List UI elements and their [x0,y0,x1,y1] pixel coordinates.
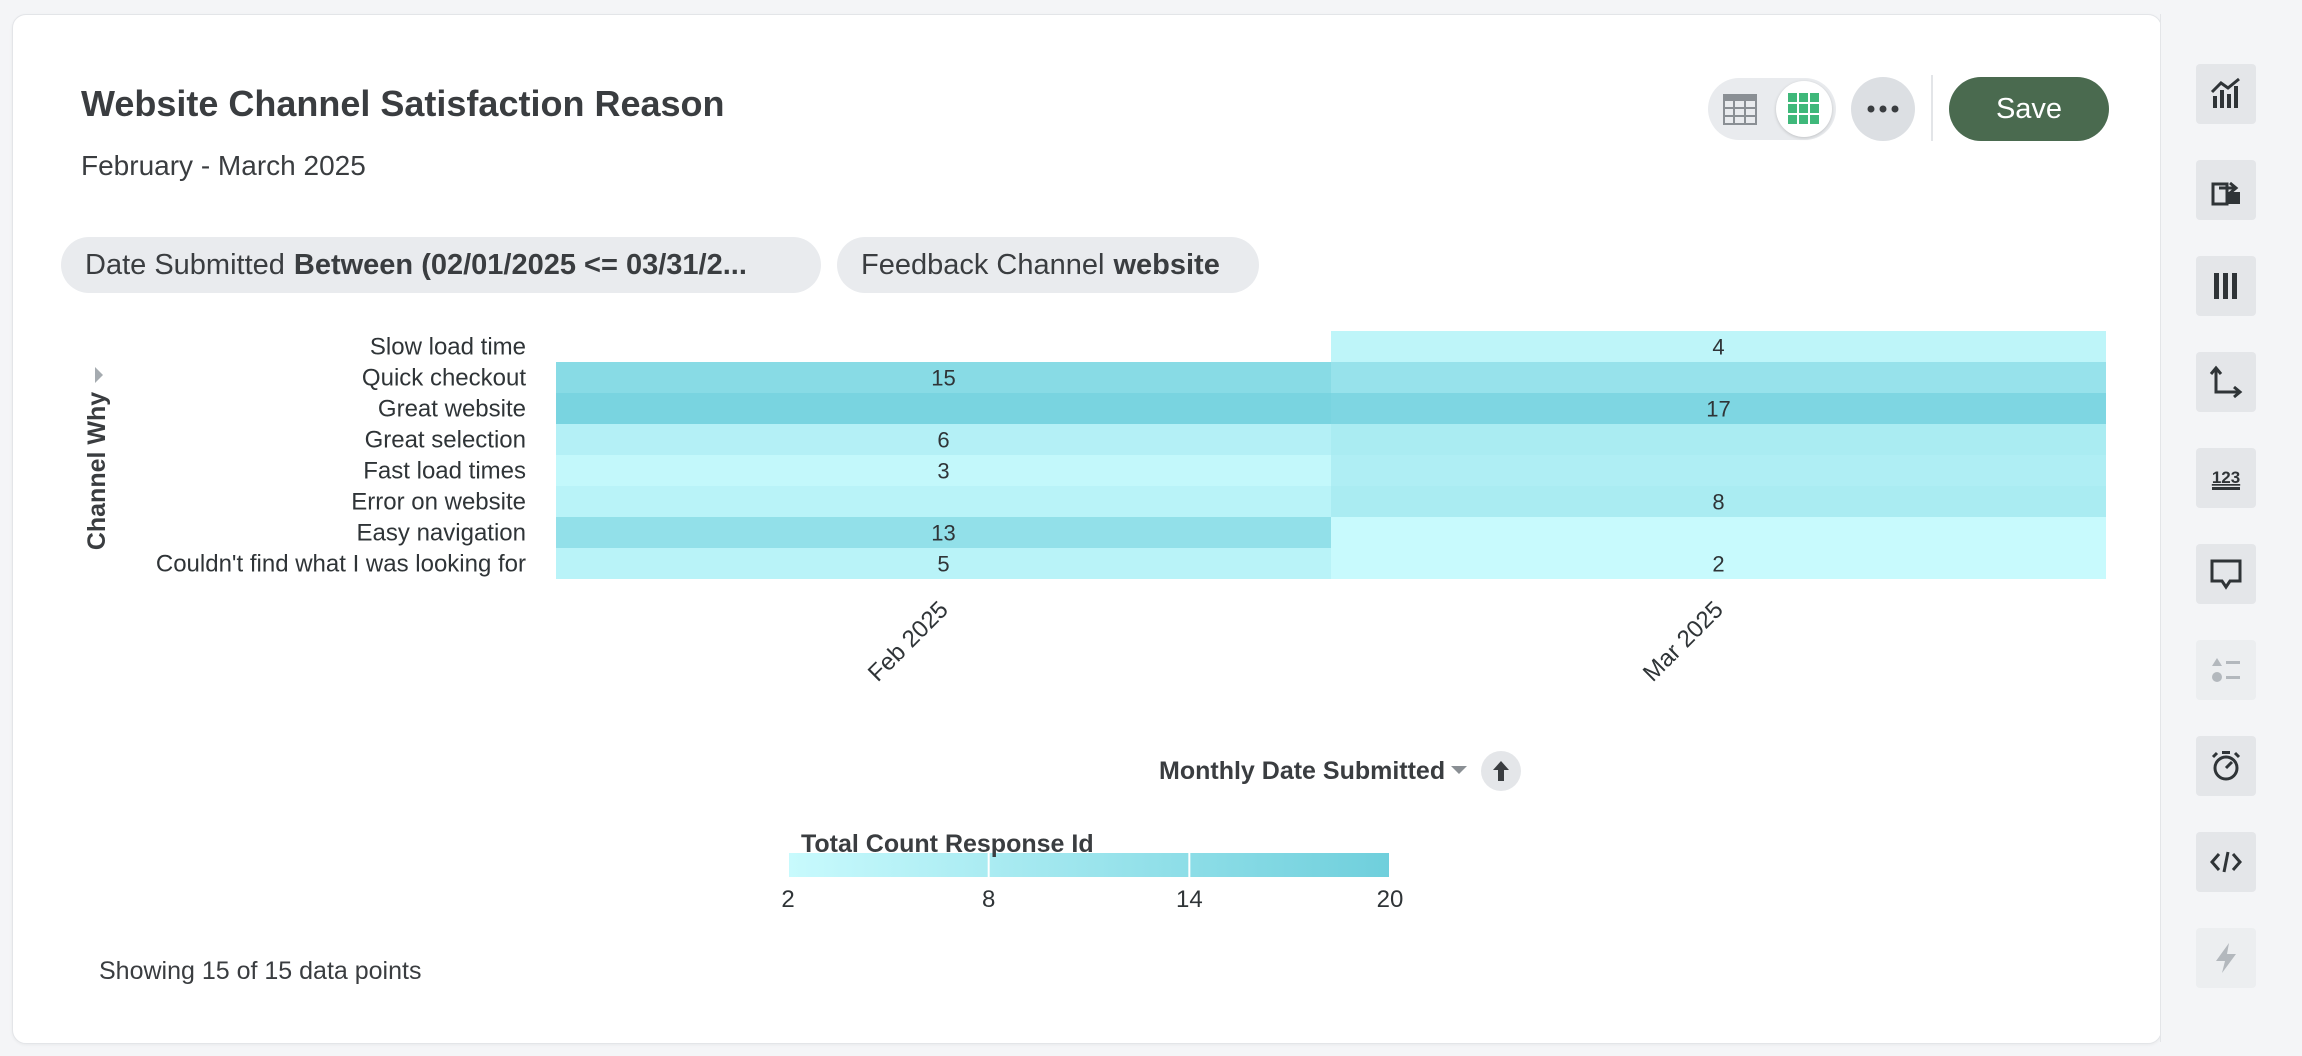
heatmap-cell[interactable] [1331,486,2106,517]
axes-button[interactable] [2196,352,2256,412]
y-tick-label: Slow load time [370,334,526,361]
cell-value-label: 13 [931,521,955,546]
table-icon [1723,94,1757,125]
settings-rail: 123 [2160,14,2289,1042]
sort-ascending-button[interactable] [1481,751,1521,791]
y-tick-label: Error on website [351,489,526,516]
heatmap-cell[interactable] [1331,517,2106,548]
x-tick-label: Mar 2025 [1638,596,1729,687]
legend-title: Total Count Response Id [801,830,1094,858]
export-icon [2211,181,2240,206]
filter-chip-date[interactable]: Date Submitted Between (02/01/2025 <= 03… [61,237,821,293]
heatmap-cell[interactable] [1331,548,2106,579]
heatmap-cell[interactable] [556,486,1331,517]
save-button[interactable]: Save [1949,77,2109,141]
toolbar-divider [1931,75,1933,141]
filter-field: Feedback Channel [861,248,1105,281]
color-scale-tick-label: 2 [781,886,794,913]
grid-icon [1788,93,1819,124]
more-options-button[interactable] [1851,77,1915,141]
y-tick-label: Quick checkout [362,365,526,392]
cell-value-label: 2 [1712,552,1724,577]
x-tick-label: Feb 2025 [863,596,954,687]
view-toggle [1708,78,1836,140]
heatmap-cell[interactable] [1331,393,2106,424]
filter-value: website [1113,248,1220,281]
y-tick-label: Couldn't find what I was looking for [156,551,526,578]
x-axis-label: Monthly Date Submitted [1159,757,1446,785]
heatmap-cell[interactable] [1331,331,2106,362]
data-points-status: Showing 15 of 15 data points [99,957,422,985]
quick-insights-button[interactable] [2196,928,2256,988]
tooltip-icon [2210,559,2242,590]
filter-chip-channel[interactable]: Feedback Channel website [837,237,1259,293]
y-axis-title[interactable]: Channel Why [83,367,111,550]
timer-icon [2211,751,2241,781]
legend-icon [2212,658,2240,682]
cell-value-label: 6 [937,428,949,453]
heatmap-chart: Channel Why 4 15 17 6 3 8 13 5 2 Slow load time Q… [83,331,2106,913]
cell-value-label: 4 [1712,335,1724,360]
heatmap-cell[interactable] [1331,362,2106,393]
columns-button[interactable] [2196,256,2256,316]
lightning-icon [2216,943,2236,973]
y-tick-label: Great selection [365,427,526,454]
y-axis-label: Channel Why [83,392,111,550]
y-tick-label: Easy navigation [357,520,526,547]
number-format-button[interactable]: 123 [2196,448,2256,508]
table-view-button[interactable] [1712,81,1768,137]
tooltip-button[interactable] [2196,544,2256,604]
y-tick-label: Great website [378,396,526,423]
color-scale-tick-label: 20 [1377,886,1404,913]
embed-code-button[interactable] [2196,832,2256,892]
color-scale-tick-label: 8 [982,886,995,913]
more-icon [1867,105,1899,113]
cell-value-label: 5 [937,552,949,577]
cell-value-label: 8 [1712,490,1724,515]
x-axis-dropdown-icon[interactable] [1449,763,1469,777]
heatmap-cell[interactable] [556,393,1331,424]
filter-value: Between (02/01/2025 <= 03/31/2... [293,248,747,281]
code-icon [2210,851,2242,873]
page-subtitle: February - March 2025 [81,150,366,181]
heatmap-cell[interactable] [556,362,1331,393]
chart-card: Website Channel Satisfaction Reason Febr… [12,14,2162,1044]
chart-settings-button[interactable] [2196,64,2256,124]
columns-icon [2214,273,2237,299]
heatmap-cell[interactable] [556,424,1331,455]
heatmap-cell[interactable] [556,455,1331,486]
color-scale-tick-label: 14 [1176,886,1203,913]
chart-settings-icon [2210,77,2240,108]
arrow-up-icon [1493,761,1509,781]
export-button[interactable] [2196,160,2256,220]
heatmap-cell[interactable] [556,548,1331,579]
axes-icon [2209,365,2243,399]
color-scale-bar [788,853,1390,877]
grid-view-button[interactable] [1776,81,1832,137]
cell-value-label: 3 [937,459,949,484]
filter-field: Date Submitted [85,248,285,281]
cell-value-label: 17 [1706,397,1730,422]
number-format-icon: 123 [2212,468,2240,490]
heatmap-cell[interactable] [1331,455,2106,486]
timer-button[interactable] [2196,736,2256,796]
expand-caret-icon [95,367,103,383]
page-title: Website Channel Satisfaction Reason [81,83,725,124]
heatmap-cell[interactable] [556,517,1331,548]
heatmap-cell[interactable] [1331,424,2106,455]
y-tick-label: Fast load times [363,458,526,485]
svg-text:123: 123 [2212,468,2240,487]
cell-value-label: 15 [931,366,955,391]
legend-button[interactable] [2196,640,2256,700]
